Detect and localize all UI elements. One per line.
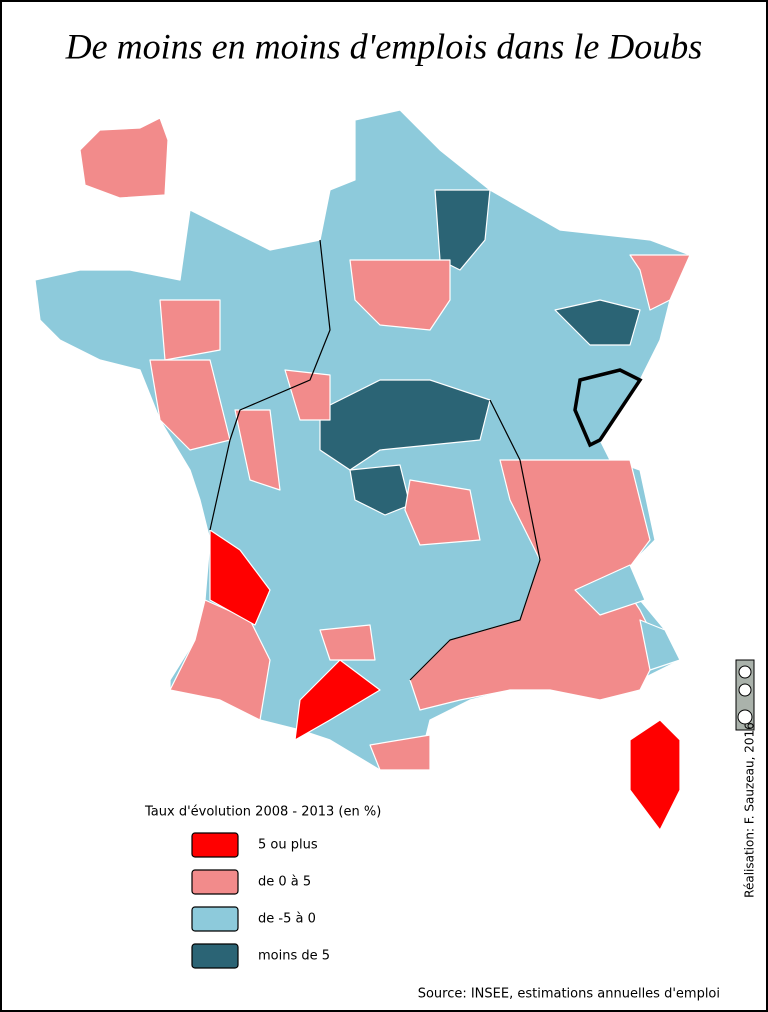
corsica [629,719,681,831]
legend: Taux d'évolution 2008 - 2013 (en %) 5 ou… [144,805,381,969]
department [349,259,451,331]
legend-label: de 0 à 5 [258,875,311,890]
doubs-outline [573,368,643,448]
cc-badge [735,659,755,731]
department [369,734,431,771]
legend-swatch [191,869,239,895]
cc-icon [738,683,752,697]
legend-title: Taux d'évolution 2008 - 2013 (en %) [144,805,381,820]
department [234,409,281,491]
department [284,369,331,421]
department [169,599,271,721]
department [319,624,376,661]
title: De moins en moins d'emplois dans le Doub… [65,26,703,66]
department [159,299,221,361]
department [404,479,481,546]
region-border [209,239,331,531]
legend-label: 5 ou plus [258,838,318,853]
ile-de-france-inset [79,117,169,199]
department [639,619,681,671]
cc-icon [738,665,752,679]
cc-icon [737,709,753,725]
legend-swatch [191,906,239,932]
department [574,564,646,616]
department [629,254,691,311]
legend-swatch [191,832,239,858]
legend-swatch [191,943,239,969]
department [349,464,411,516]
department [319,379,491,471]
department [209,529,271,626]
legend-label: de -5 à 0 [258,912,316,927]
department [554,299,641,346]
source: Source: INSEE, estimations annuelles d'e… [418,987,720,1002]
department [149,359,231,451]
region-border [409,399,541,681]
department [294,659,381,741]
map [34,109,691,831]
legend-label: moins de 5 [258,949,330,964]
department [434,189,491,271]
credit: Réalisation: F. Sauzeau, 2016 [743,722,757,898]
